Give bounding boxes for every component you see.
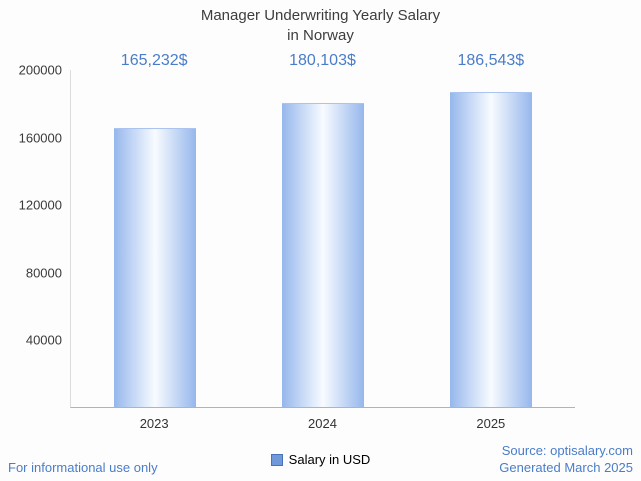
y-tick-label: 160000 (18, 130, 62, 146)
bar-value-labels-row: 165,232$ 180,103$ 186,543$ (70, 52, 575, 70)
y-tick-label: 120000 (18, 197, 62, 213)
x-axis-labels-row: 2023 2024 2025 (70, 416, 575, 431)
bar-slot-2023 (71, 70, 239, 407)
bar-2023 (114, 127, 196, 407)
x-category-label-2023: 2023 (139, 416, 169, 431)
footer-disclaimer: For informational use only (8, 460, 158, 475)
chart-title-line2: in Norway (287, 26, 354, 44)
chart-title-line1: Manager Underwriting Yearly Salary (200, 7, 441, 24)
legend-label: Salary in USD (288, 452, 371, 467)
bar-value-label-2023: 165,232$ (120, 52, 188, 69)
bar-2025 (450, 91, 532, 407)
footer-source: Source: optisalary.com (501, 442, 633, 458)
y-tick-label: 200000 (18, 62, 62, 78)
bar-2024 (282, 102, 364, 407)
bar-value-label-2024: 180,103$ (289, 52, 356, 69)
legend-swatch-icon (270, 453, 283, 466)
y-tick-label: 80000 (25, 265, 62, 281)
chart-title: Manager Underwriting Yearly Salary in No… (0, 6, 641, 45)
y-tick-label: 40000 (25, 332, 62, 348)
footer-source-block: Source: optisalary.com Generated March 2… (499, 442, 633, 477)
x-category-label-2025: 2025 (476, 416, 506, 431)
bar-value-label-2025: 186,543$ (457, 52, 525, 69)
bar-slot-2024 (239, 70, 407, 407)
x-category-label-2024: 2024 (308, 416, 337, 431)
bar-slot-2025 (407, 70, 575, 407)
plot-area (70, 70, 575, 408)
footer-generated: Generated March 2025 (499, 460, 633, 476)
legend: Salary in USD (0, 452, 641, 467)
